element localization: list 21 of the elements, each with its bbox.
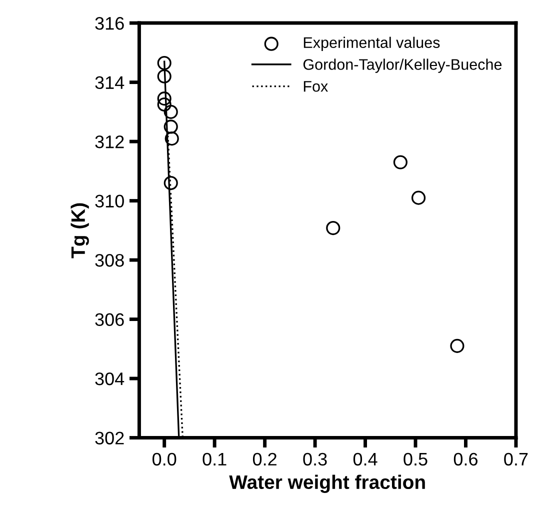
y-tick-label: 302 — [95, 432, 124, 444]
y-tick-label: 310 — [95, 194, 124, 208]
y-tick-label: 312 — [95, 135, 124, 148]
legend-label: Experimental values — [304, 36, 440, 52]
x-tick-label: 0.4 — [353, 452, 378, 466]
x-tick-label: 0.3 — [303, 452, 327, 466]
legend-label: Gordon-Taylor/Kelley-Bueche — [303, 58, 502, 73]
y-tick-label: 316 — [95, 16, 124, 30]
x-tick-label: 0.2 — [252, 452, 276, 466]
y-axis-title: Tg (K) — [70, 203, 89, 258]
y-tick-label: 306 — [95, 313, 124, 326]
x-tick-label: 0.5 — [404, 452, 428, 466]
x-tick-label: 0.7 — [504, 452, 528, 466]
x-tick-label: 0.0 — [152, 452, 176, 466]
y-tick-label: 304 — [95, 372, 124, 386]
x-tick-label: 0.6 — [454, 452, 478, 466]
y-tick-label: 314 — [95, 76, 124, 90]
y-tick-label: 308 — [95, 254, 124, 267]
x-tick-label: 0.1 — [202, 452, 226, 466]
legend-label: Fox — [304, 81, 328, 92]
x-axis-title: Water weight fraction — [229, 474, 425, 493]
